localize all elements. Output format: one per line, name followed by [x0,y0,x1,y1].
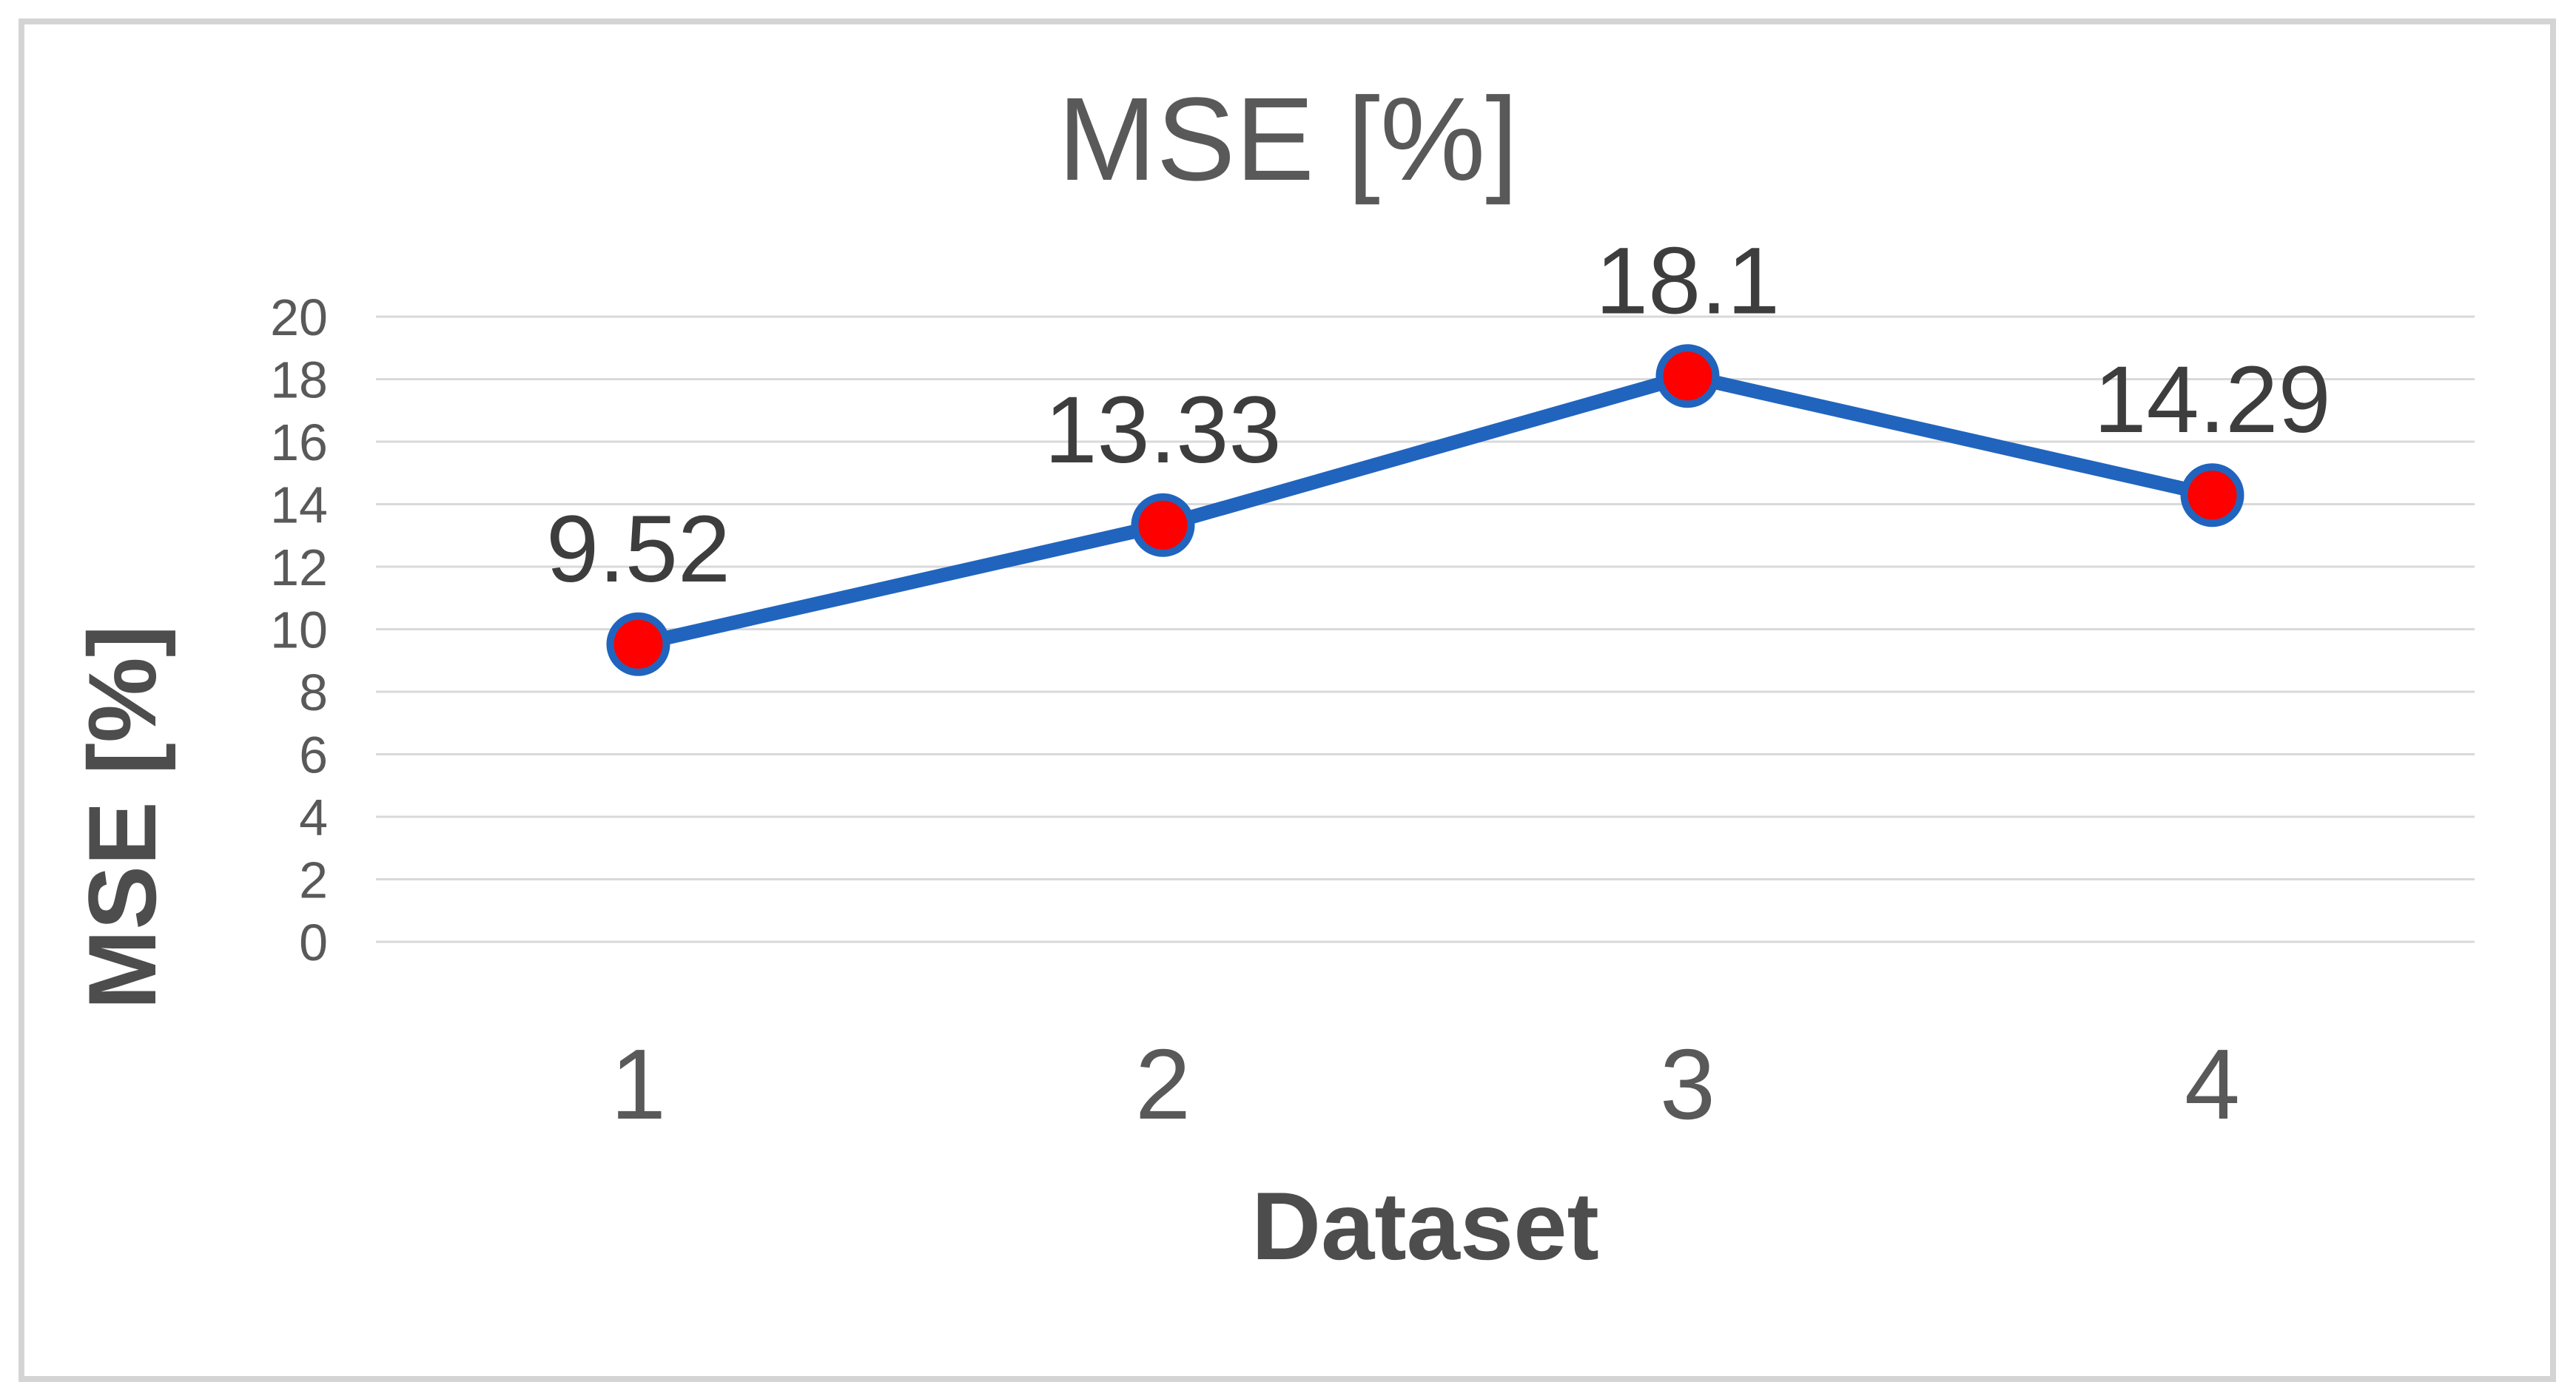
y-axis-title-text: MSE [%] [68,625,176,1010]
y-tick-label: 6 [299,727,328,784]
data-label: 18.1 [1595,228,1780,334]
x-tick-label: 4 [2185,1028,2240,1140]
x-tick-label: 2 [1135,1028,1191,1140]
data-label: 13.33 [1044,377,1281,483]
x-axis-title: Dataset [1251,1172,1599,1280]
y-tick-label: 16 [270,414,328,471]
data-point-marker [2180,463,2244,527]
y-tick-label: 10 [270,601,328,659]
y-tick-label: 4 [299,789,328,846]
y-tick-label: 18 [270,351,328,409]
data-point-marker [606,612,670,676]
data-label: 9.52 [546,496,730,602]
data-label: 14.29 [2094,347,2330,453]
x-tick-label: 1 [611,1028,666,1140]
chart-border [19,18,2556,1382]
y-tick-label: 12 [270,539,328,596]
y-tick-label: 0 [299,914,328,971]
data-point-marker [1655,344,1720,408]
y-tick-label: 20 [270,289,328,346]
x-tick-label: 3 [1660,1028,1715,1140]
chart-title: MSE [%] [1057,73,1519,205]
y-tick-label: 2 [299,852,328,909]
data-point-marker [1131,493,1195,557]
y-tick-label: 14 [270,476,328,534]
series-line [631,368,2219,652]
y-tick-label: 8 [299,664,328,721]
